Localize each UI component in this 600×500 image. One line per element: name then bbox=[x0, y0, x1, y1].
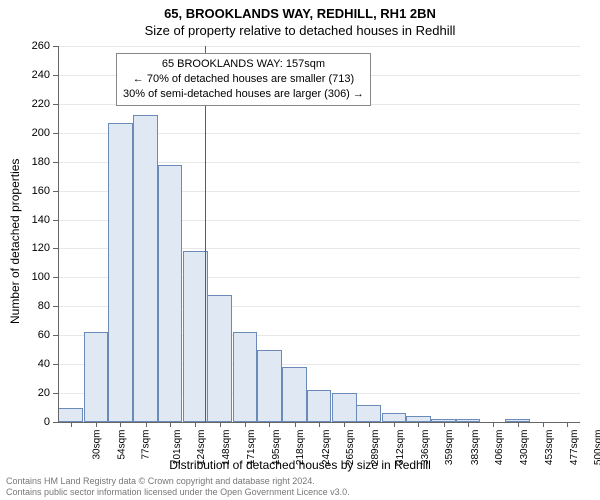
histogram-bar bbox=[257, 350, 282, 422]
title-main: 65, BROOKLANDS WAY, REDHILL, RH1 2BN bbox=[0, 0, 600, 21]
histogram-bar bbox=[108, 123, 133, 422]
plot-region: 30sqm54sqm77sqm101sqm124sqm148sqm171sqm1… bbox=[58, 46, 580, 422]
title-sub: Size of property relative to detached ho… bbox=[0, 21, 600, 38]
xtick-label: 77sqm bbox=[141, 430, 152, 460]
histogram-bar bbox=[207, 295, 232, 422]
histogram-bar bbox=[84, 332, 109, 422]
histogram-bar bbox=[58, 408, 83, 422]
ytick-label: 220 bbox=[20, 98, 50, 110]
histogram-bar bbox=[133, 115, 158, 422]
ytick-label: 20 bbox=[20, 387, 50, 399]
histogram-bar bbox=[332, 393, 357, 422]
ytick-label: 200 bbox=[20, 127, 50, 139]
xtick-label: 30sqm bbox=[91, 430, 102, 460]
footer-attribution: Contains HM Land Registry data © Crown c… bbox=[6, 476, 350, 499]
footer-line-1: Contains HM Land Registry data © Crown c… bbox=[6, 476, 350, 487]
ytick-label: 160 bbox=[20, 185, 50, 197]
ytick-label: 100 bbox=[20, 271, 50, 283]
histogram-bar bbox=[233, 332, 258, 422]
ytick-label: 60 bbox=[20, 329, 50, 341]
histogram-bar bbox=[356, 405, 381, 422]
annotation-line: 30% of semi-detached houses are larger (… bbox=[123, 87, 364, 102]
y-axis-line bbox=[58, 46, 59, 422]
chart-area: 30sqm54sqm77sqm101sqm124sqm148sqm171sqm1… bbox=[58, 46, 580, 422]
annotation-box: 65 BROOKLANDS WAY: 157sqm← 70% of detach… bbox=[116, 53, 371, 106]
histogram-bar bbox=[282, 367, 307, 422]
footer-line-2: Contains public sector information licen… bbox=[6, 487, 350, 498]
annotation-line: 65 BROOKLANDS WAY: 157sqm bbox=[123, 57, 364, 72]
xtick-label: 54sqm bbox=[117, 430, 128, 460]
histogram-bar bbox=[382, 413, 407, 422]
y-axis-label: Number of detached properties bbox=[8, 159, 22, 324]
histogram-bar bbox=[158, 165, 183, 422]
histogram-bar bbox=[307, 390, 332, 422]
ytick-label: 260 bbox=[20, 40, 50, 52]
x-axis-line bbox=[58, 422, 580, 423]
ytick-label: 140 bbox=[20, 214, 50, 226]
ytick-label: 180 bbox=[20, 156, 50, 168]
ytick-label: 0 bbox=[20, 416, 50, 428]
annotation-line: ← 70% of detached houses are smaller (71… bbox=[123, 72, 364, 87]
ytick-label: 80 bbox=[20, 300, 50, 312]
ytick-label: 240 bbox=[20, 69, 50, 81]
ytick-label: 40 bbox=[20, 358, 50, 370]
x-axis-label: Distribution of detached houses by size … bbox=[0, 458, 600, 472]
gridline bbox=[58, 46, 580, 47]
ytick-label: 120 bbox=[20, 242, 50, 254]
